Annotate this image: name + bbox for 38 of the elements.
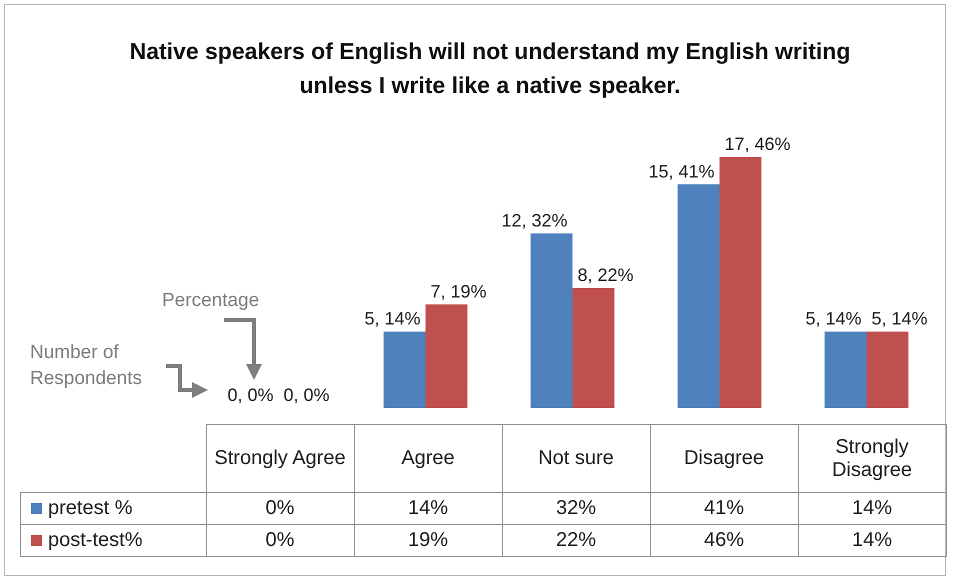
data-label: 14% xyxy=(798,524,946,556)
annotation: 17, 46% xyxy=(724,134,791,154)
data-label: 19% xyxy=(354,524,502,556)
data-label: 41% xyxy=(650,492,798,524)
annotation: 5, 14% xyxy=(364,308,420,329)
annotation: Percentage xyxy=(162,289,260,313)
data-label: 0% xyxy=(206,524,354,556)
bar xyxy=(720,157,762,408)
data-label: 32% xyxy=(502,492,650,524)
bar xyxy=(530,233,572,408)
x-tick-label: Disagree xyxy=(650,424,798,492)
annotation: 12, 32% xyxy=(501,210,568,230)
data-label: 14% xyxy=(354,492,502,524)
annotation: 5, 14% xyxy=(805,308,862,329)
data-label: 22% xyxy=(502,524,650,556)
bar xyxy=(824,332,866,408)
bar xyxy=(678,184,720,408)
bar xyxy=(384,332,426,408)
legend-label: pretest % xyxy=(20,492,206,524)
annotation: 0, 0% xyxy=(284,385,330,405)
annotation: 8, 22% xyxy=(578,264,634,285)
x-tick-label: Agree xyxy=(354,424,502,492)
x-tick-label: Not sure xyxy=(502,424,650,492)
data-label: 46% xyxy=(650,524,798,556)
text: Number of Respondents xyxy=(30,341,143,391)
data-label: 14% xyxy=(798,492,946,524)
bar xyxy=(426,304,468,408)
chart-title: Native speakers of English will not understand my English writing unless I write like a native speaker. xyxy=(128,37,852,100)
x-tick-label: Strongly Disagree xyxy=(798,424,946,492)
data-label: 0% xyxy=(206,492,354,524)
legend-label: post-test% xyxy=(20,524,206,556)
bar xyxy=(572,288,614,408)
annotation: 15, 41% xyxy=(648,161,714,182)
annotation: 0, 0% xyxy=(227,385,274,405)
bar xyxy=(866,332,908,408)
x-tick-label: Strongly Agree xyxy=(206,424,354,492)
annotation: 5, 14% xyxy=(872,308,928,329)
annotation: 7, 19% xyxy=(430,281,487,302)
